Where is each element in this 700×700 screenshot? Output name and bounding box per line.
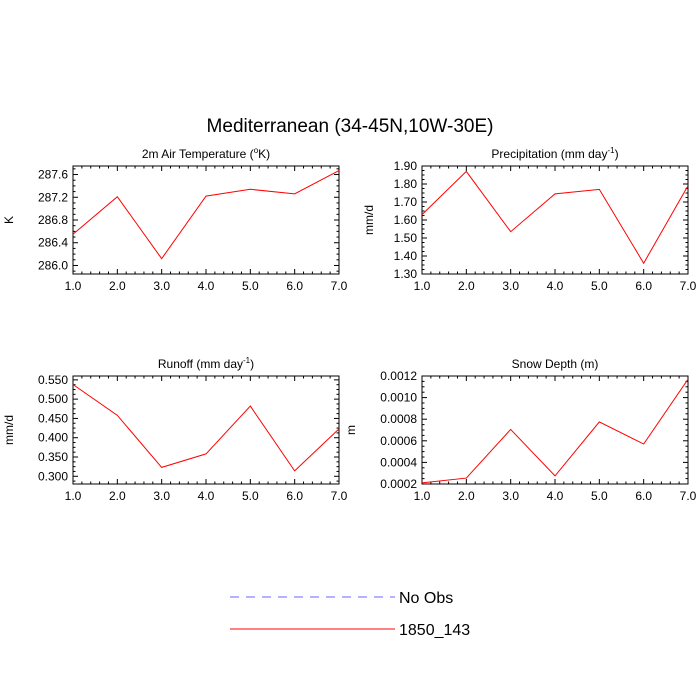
y-axis-label: mm/d [362, 205, 376, 235]
x-tick-label: 6.0 [635, 279, 652, 293]
y-tick-label: 1.60 [394, 213, 418, 227]
x-tick-label: 4.0 [547, 489, 564, 503]
figure-title: Mediterranean (34-45N,10W-30E) [207, 116, 494, 137]
x-tick-label: 3.0 [502, 279, 519, 293]
y-axis-label: K [2, 216, 16, 224]
x-tick-label: 4.0 [547, 279, 564, 293]
plot-frame [421, 375, 689, 485]
y-tick-label: 1.70 [394, 195, 418, 209]
x-tick-label: 5.0 [591, 279, 608, 293]
panel-title-end: ) [615, 147, 619, 161]
plot-frame [72, 375, 340, 485]
panel-title-superscript: o [254, 146, 259, 155]
y-tick-label: 0.400 [38, 431, 68, 445]
x-tick-label: 1.0 [414, 489, 431, 503]
series-line-snow-depth [421, 378, 689, 484]
panel-title: Precipitation (mm day-1) [491, 146, 618, 161]
x-tick-label: 5.0 [591, 489, 608, 503]
plot-frame [72, 165, 340, 275]
x-tick-label: 6.0 [635, 489, 652, 503]
x-tick-label: 1.0 [65, 279, 82, 293]
y-tick-label: 286.0 [38, 258, 68, 272]
x-tick-label: 2.0 [109, 279, 126, 293]
y-tick-label: 0.350 [38, 450, 68, 464]
x-tick-label: 5.0 [242, 279, 259, 293]
panel-title-end: K) [258, 147, 270, 161]
y-axis-label: m [344, 425, 358, 435]
y-tick-label: 1.40 [394, 249, 418, 263]
y-tick-label: 1.50 [394, 231, 418, 245]
x-tick-label: 2.0 [109, 489, 126, 503]
panel-title-text: Runoff (mm day [158, 357, 243, 371]
x-tick-label: 7.0 [680, 489, 697, 503]
y-tick-label: 286.4 [38, 236, 68, 250]
x-tick-label: 6.0 [286, 279, 303, 293]
x-tick-label: 5.0 [242, 489, 259, 503]
panel-snow-depth: Snow Depth (m) m 1.0 2.0 3.0 4.0 5.0 6.0 7.0 0.00… [344, 357, 696, 503]
panel-title-superscript: -1 [243, 356, 251, 365]
panel-title-text: Precipitation (mm day [491, 147, 607, 161]
panel-runoff: Runoff (mm day-1) mm/d 1.0 2.0 3.0 4.0 5.0 6.0 7… [2, 356, 347, 503]
series-line-air-temperature [72, 170, 340, 260]
y-tick-label: 287.6 [38, 168, 68, 182]
legend-label-no-obs: No Obs [399, 590, 453, 607]
x-tick-label: 3.0 [153, 489, 170, 503]
y-tick-label: 0.0010 [380, 391, 417, 405]
x-tick-label: 3.0 [153, 279, 170, 293]
panel-title: Snow Depth (m) [512, 357, 599, 371]
y-tick-label: 287.2 [38, 190, 68, 204]
y-tick-label: 0.500 [38, 392, 68, 406]
x-tick-label: 4.0 [198, 489, 215, 503]
series-line-precipitation [421, 170, 689, 265]
y-tick-label: 1.90 [394, 159, 418, 173]
legend: No Obs 1850_143 [230, 590, 470, 639]
plot-frame [421, 165, 689, 275]
y-tick-label: 1.30 [394, 267, 418, 281]
x-tick-label: 6.0 [286, 489, 303, 503]
y-tick-label: 0.300 [38, 469, 68, 483]
x-tick-label: 3.0 [502, 489, 519, 503]
legend-label-1850-143: 1850_143 [399, 622, 470, 639]
y-tick-label: 0.0004 [380, 455, 417, 469]
x-tick-label: 7.0 [331, 489, 348, 503]
panels-group: 2m Air Temperature (oK) K 1.0 2.0 3.0 4.0 5.0 6… [2, 146, 696, 503]
y-tick-label: 0.0008 [380, 412, 417, 426]
panel-air-temperature: 2m Air Temperature (oK) K 1.0 2.0 3.0 4.0 5.0 6… [2, 146, 347, 293]
panel-title-superscript: -1 [607, 146, 615, 155]
x-tick-label: 4.0 [198, 279, 215, 293]
x-tick-label: 7.0 [331, 279, 348, 293]
panel-title: Runoff (mm day-1) [158, 356, 254, 371]
x-tick-label: 1.0 [65, 489, 82, 503]
x-tick-label: 7.0 [680, 279, 697, 293]
panel-title: 2m Air Temperature (oK) [142, 146, 270, 161]
y-tick-label: 0.450 [38, 411, 68, 425]
y-tick-label: 286.8 [38, 213, 68, 227]
x-tick-label: 2.0 [458, 489, 475, 503]
panel-title-text: Snow Depth (m) [512, 357, 599, 371]
x-tick-label: 1.0 [414, 279, 431, 293]
panel-precipitation: Precipitation (mm day-1) mm/d 1.0 2.0 3.0 4.0… [362, 146, 696, 293]
y-tick-label: 0.0006 [380, 434, 417, 448]
y-tick-label: 0.0012 [380, 369, 417, 383]
panel-title-text: 2m Air Temperature ( [142, 147, 254, 161]
x-tick-label: 2.0 [458, 279, 475, 293]
y-axis-label: mm/d [2, 415, 16, 445]
series-line-runoff [72, 384, 340, 472]
panel-title-end: ) [250, 357, 254, 371]
y-tick-label: 1.80 [394, 177, 418, 191]
y-tick-label: 0.550 [38, 373, 68, 387]
y-tick-label: 0.0002 [380, 477, 417, 491]
